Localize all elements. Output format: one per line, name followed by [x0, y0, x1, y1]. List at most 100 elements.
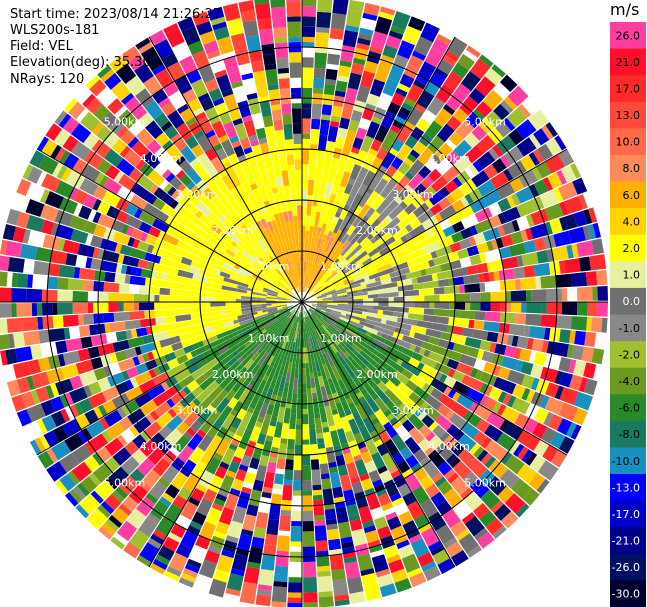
radar-gate	[189, 158, 200, 168]
radar-gate	[323, 341, 328, 348]
radar-gate	[401, 102, 414, 112]
radar-gate	[372, 339, 389, 351]
radar-gate	[257, 589, 272, 597]
radar-gate	[214, 102, 229, 116]
radar-gate	[129, 468, 145, 484]
radar-gate	[144, 252, 162, 264]
radar-gate	[290, 291, 295, 296]
radar-gate	[148, 369, 157, 379]
radar-gate	[331, 290, 347, 296]
radar-gate	[274, 286, 280, 291]
radar-gate	[350, 234, 360, 245]
range-ring-label: 4.00km	[428, 440, 470, 453]
azimuth-spoke	[36, 148, 303, 303]
radar-gate	[252, 312, 264, 318]
radar-gate	[252, 255, 263, 265]
radar-gate	[339, 316, 350, 323]
radar-gate	[302, 307, 306, 323]
radar-gate	[321, 317, 331, 325]
radar-gate	[108, 302, 119, 313]
radar-gate	[311, 252, 315, 258]
radar-gate	[150, 270, 158, 279]
radar-gate	[287, 320, 295, 336]
radar-gate	[561, 165, 577, 183]
radar-gate	[311, 330, 319, 346]
radar-gate	[315, 32, 330, 44]
radar-gate	[293, 283, 297, 288]
radar-gate	[237, 100, 252, 118]
radar-gate	[316, 238, 323, 249]
radar-gate	[592, 286, 598, 301]
radar-gate	[254, 0, 270, 5]
radar-gate	[61, 167, 72, 182]
radar-gate	[409, 221, 418, 230]
radar-gate	[558, 149, 575, 167]
radar-gate	[493, 270, 500, 281]
radar-gate	[222, 413, 236, 431]
radar-gate	[279, 348, 284, 355]
radar-gate	[226, 470, 237, 479]
radar-gate	[99, 417, 110, 430]
radar-gate	[176, 183, 187, 193]
radar-gate	[195, 346, 207, 356]
radar-gate	[414, 345, 421, 354]
radar-gate	[332, 579, 349, 596]
radar-gate	[289, 326, 296, 342]
radar-gate	[296, 276, 301, 292]
radar-gate	[343, 489, 357, 507]
radar-gate	[56, 165, 68, 180]
radar-gate	[359, 446, 369, 455]
radar-gate	[480, 489, 501, 510]
radar-gate	[330, 430, 338, 437]
radar-gate	[504, 493, 526, 514]
radar-gate	[525, 434, 541, 451]
radar-gate	[484, 424, 499, 440]
radar-gate	[161, 193, 175, 207]
radar-gate	[207, 134, 221, 148]
radar-gate	[220, 310, 227, 315]
radar-gate	[176, 321, 183, 329]
radar-gate	[277, 305, 293, 312]
radar-gate	[304, 322, 306, 328]
radar-gate	[72, 302, 89, 314]
radar-gate	[215, 356, 231, 370]
radar-gate	[102, 190, 121, 208]
radar-gate	[258, 28, 274, 46]
radar-gate	[373, 421, 386, 435]
radar-gate	[108, 292, 119, 302]
radar-gate	[67, 470, 80, 485]
radar-gate	[332, 486, 344, 499]
radar-gate	[334, 211, 341, 218]
radar-gate	[277, 67, 289, 74]
radar-gate	[335, 272, 345, 280]
radar-gate	[176, 122, 193, 142]
radar-gate	[339, 117, 351, 130]
radar-gate	[218, 223, 226, 231]
radar-gate	[215, 339, 232, 351]
radar-gate	[307, 284, 314, 294]
radar-gate	[344, 357, 357, 372]
radar-gate	[358, 424, 372, 442]
radar-gate	[184, 296, 201, 302]
radar-gate	[117, 357, 136, 372]
radar-gate	[164, 258, 171, 267]
radar-gate	[452, 380, 471, 396]
radar-gate	[392, 408, 401, 417]
radar-gate	[411, 239, 428, 252]
radar-gate	[351, 343, 362, 353]
radar-gate	[361, 347, 373, 357]
radar-gate	[153, 529, 167, 541]
radar-gate	[242, 216, 252, 228]
radar-gate	[174, 335, 181, 343]
radar-gate	[412, 485, 430, 505]
radar-gate	[251, 302, 267, 305]
radar-gate	[254, 2, 271, 20]
radar-gate	[500, 302, 506, 312]
radar-gate	[218, 169, 228, 178]
radar-gate	[312, 324, 319, 335]
radar-gate	[220, 293, 231, 299]
radar-gate	[315, 316, 328, 329]
radar-gate	[233, 264, 240, 270]
radar-gate	[179, 159, 193, 174]
radar-gate	[276, 234, 283, 245]
